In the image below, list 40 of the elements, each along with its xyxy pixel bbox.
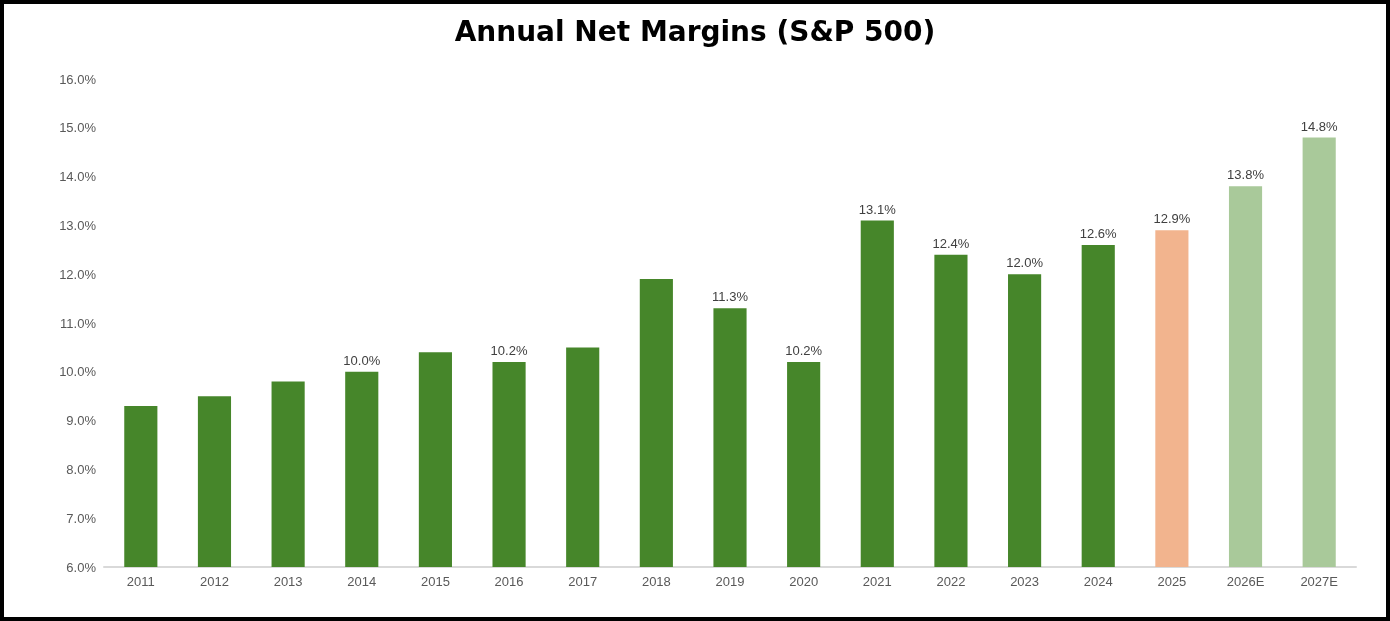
x-tick-label: 2027E [1300, 574, 1339, 589]
x-tick-label: 2022 [936, 574, 966, 589]
x-tick-label: 2018 [641, 574, 671, 589]
y-tick-label: 14.0% [59, 169, 97, 185]
y-tick-label: 12.0% [59, 266, 97, 282]
data-label: 12.4% [932, 235, 970, 251]
x-tick-label: 2013 [273, 574, 303, 589]
y-tick-label: 13.0% [59, 217, 97, 233]
y-tick-label: 15.0% [59, 120, 97, 136]
y-tick-label: 6.0% [66, 559, 97, 575]
data-label: 10.0% [343, 352, 381, 368]
x-tick-label: 2016 [494, 574, 524, 589]
y-tick-label: 11.0% [60, 315, 97, 331]
x-tick-label: 2021 [862, 574, 892, 589]
x-tick-label: 2023 [1010, 574, 1040, 589]
x-tick-label: 2020 [789, 574, 819, 589]
x-tick-label: 2017 [568, 574, 598, 589]
data-label: 13.8% [1227, 167, 1265, 183]
data-label: 10.2% [490, 343, 528, 359]
x-tick-label: 2012 [200, 574, 229, 589]
y-tick-label: 16.0% [59, 71, 97, 87]
y-tick-label: 9.0% [66, 413, 97, 429]
data-label: 12.0% [1006, 255, 1044, 271]
x-tick-label: 2015 [420, 574, 450, 589]
y-tick-label: 8.0% [66, 461, 97, 477]
data-label: 13.1% [858, 201, 897, 217]
x-tick-label: 2024 [1083, 574, 1113, 589]
x-tick-label: 2026E [1226, 574, 1265, 589]
x-tick-label: 2025 [1157, 574, 1187, 589]
data-label: 10.2% [785, 343, 823, 359]
data-label: 11.3% [712, 289, 749, 305]
data-label: 12.9% [1153, 211, 1191, 227]
data-label: 14.8% [1300, 118, 1339, 134]
chart-title: Annual Net Margins (S&P 500) [454, 14, 936, 48]
y-tick-label: 7.0% [66, 510, 97, 526]
y-tick-label: 10.0% [59, 364, 97, 380]
data-label: 12.6% [1079, 225, 1118, 241]
x-tick-label: 2014 [347, 574, 377, 589]
x-tick-label: 2011 [126, 574, 155, 589]
x-tick-label: 2019 [715, 574, 745, 589]
